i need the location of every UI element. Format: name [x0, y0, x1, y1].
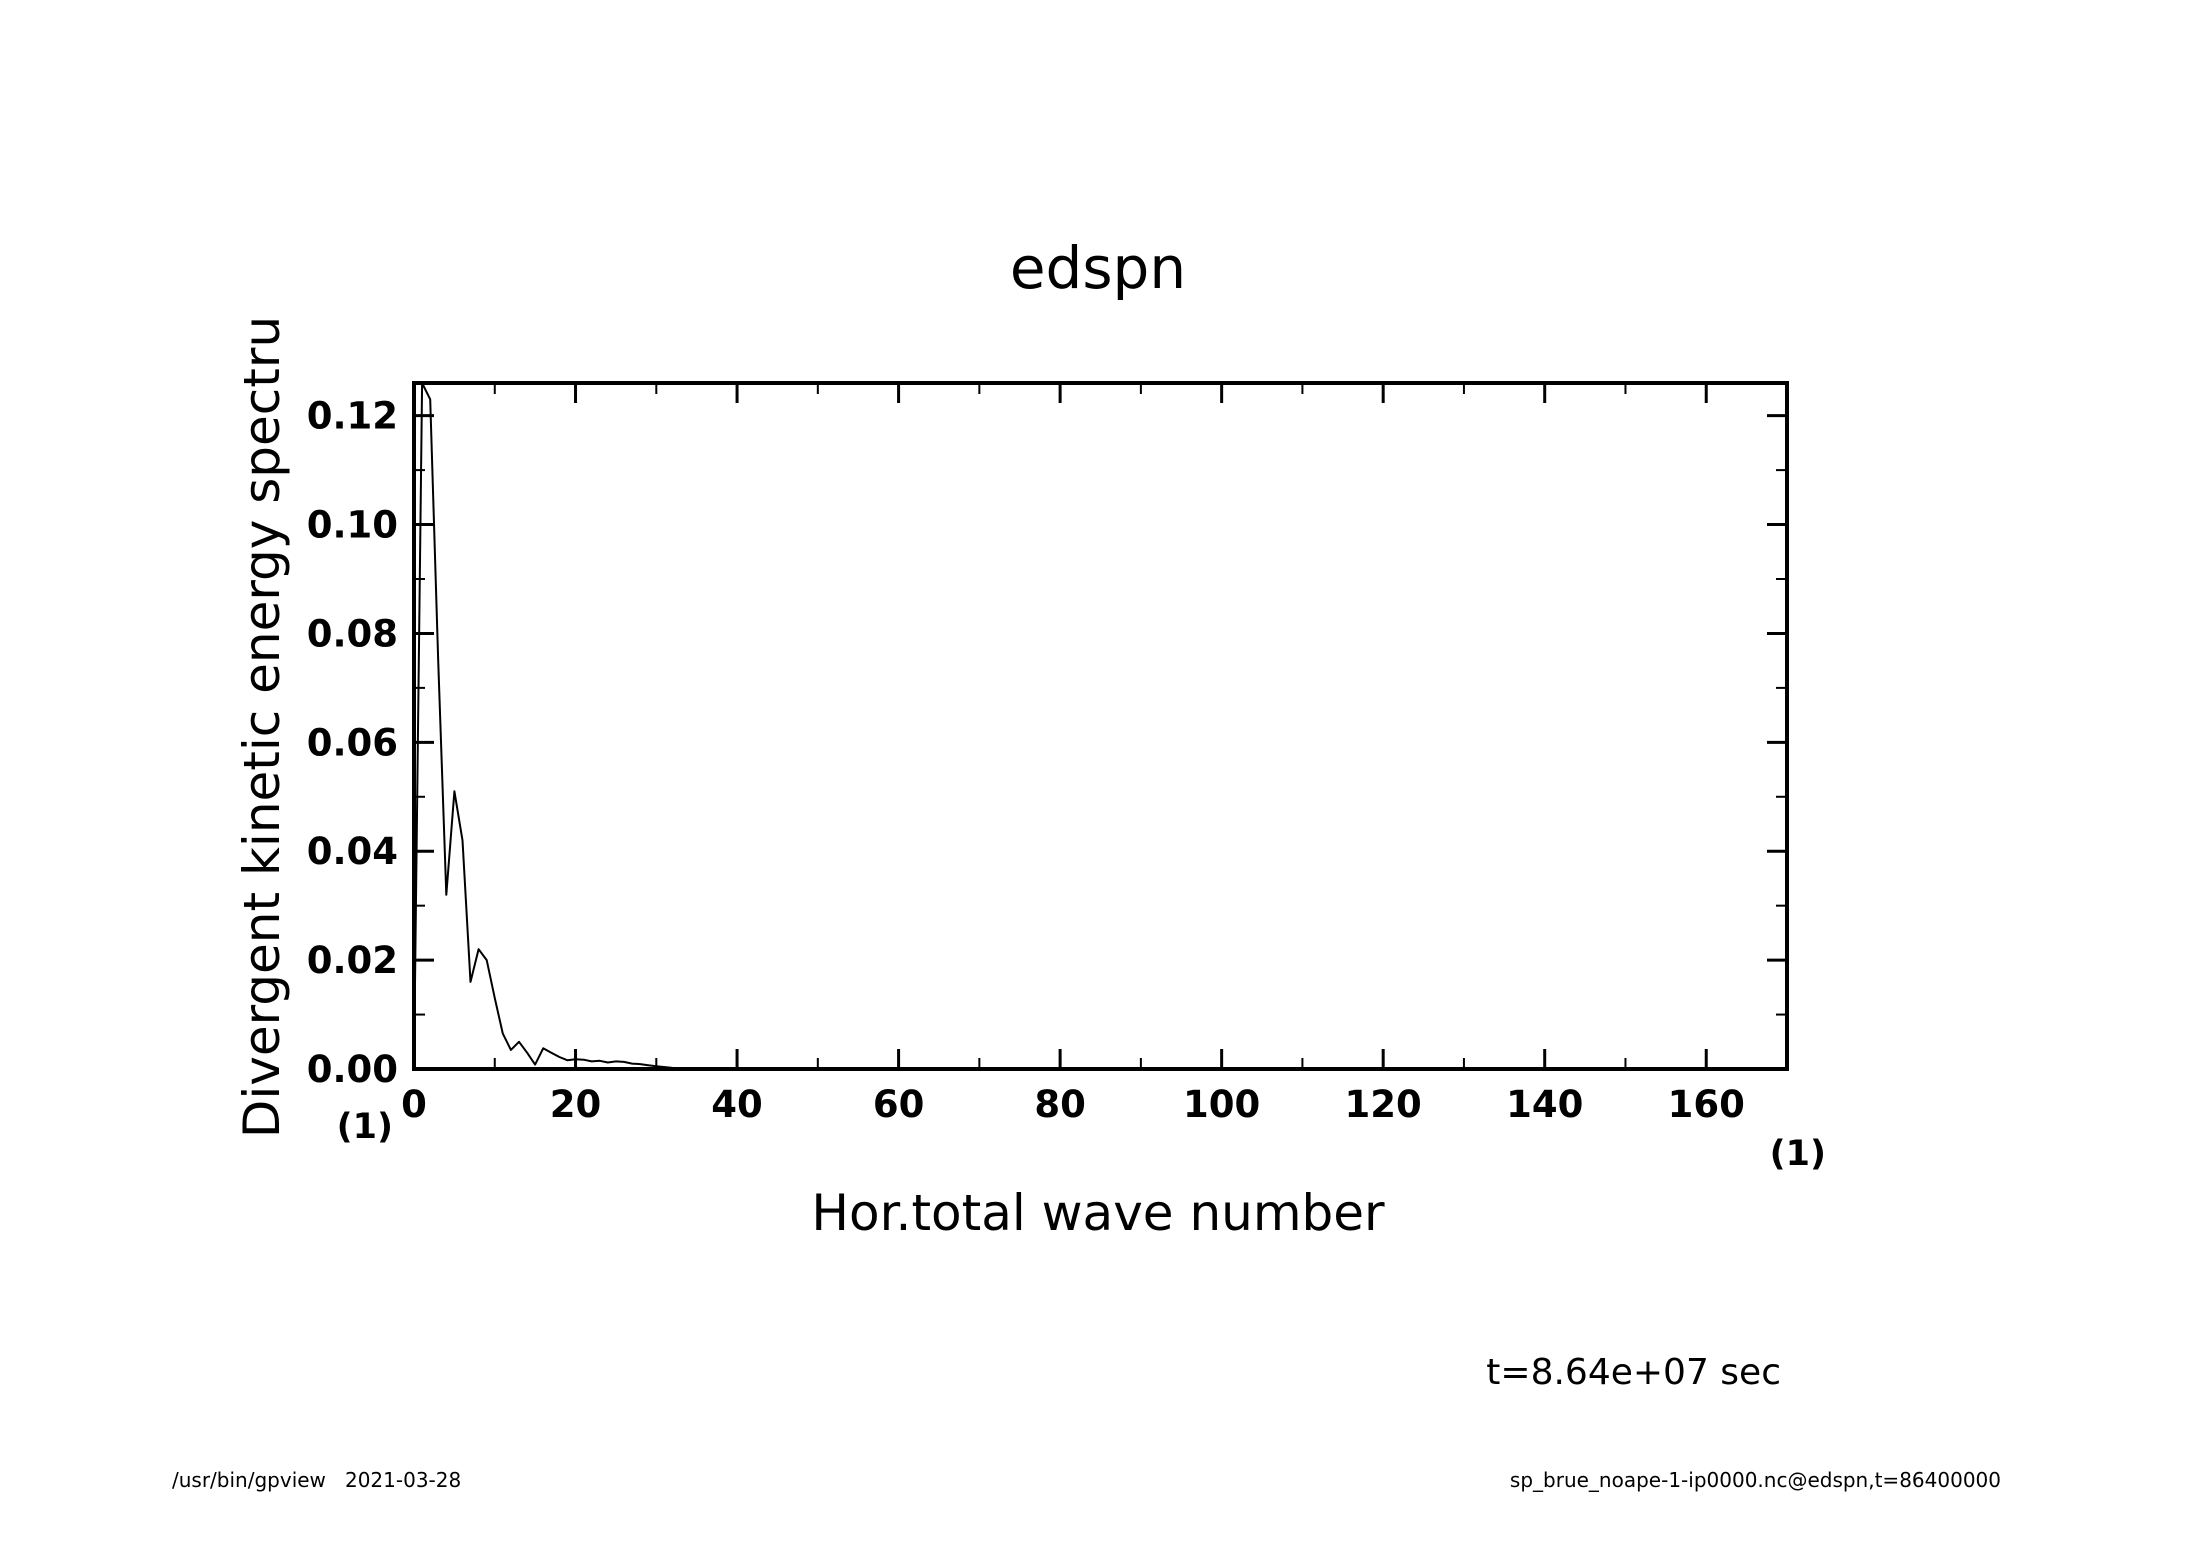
- y-tick-label: 0.06: [307, 721, 398, 764]
- series: [413, 382, 1787, 1070]
- x-tick-label: 0: [401, 1083, 427, 1126]
- axes: [412, 381, 1789, 1071]
- x-tick-label: 120: [1345, 1083, 1422, 1126]
- y-axis-label: Divergent kinetic energy spectru: [233, 316, 291, 1138]
- x-tick-label: 100: [1183, 1083, 1260, 1126]
- x-tick-label: 20: [550, 1083, 602, 1126]
- x-axis-label: Hor.total wave number: [811, 1184, 1385, 1242]
- y-tick-label: 0.12: [307, 395, 398, 438]
- y-tick-label: 0.04: [307, 830, 398, 873]
- series-line-0: [413, 382, 1787, 1070]
- x-tick-label: 80: [1034, 1083, 1086, 1126]
- footer-right: sp_brue_noape-1-ip0000.nc@edspn,t=864000…: [1510, 1468, 2001, 1492]
- x-unit-label: (1): [1770, 1134, 1826, 1174]
- y-unit-label: (1): [337, 1107, 393, 1147]
- y-tick-label: 0.00: [307, 1048, 398, 1091]
- x-tick-label: 40: [711, 1083, 763, 1126]
- y-tick-label: 0.08: [307, 612, 398, 655]
- x-tick-label: 60: [873, 1083, 925, 1126]
- x-tick-label: 140: [1506, 1083, 1583, 1126]
- y-tick-label: 0.02: [307, 939, 398, 982]
- y-tick-label: 0.10: [307, 504, 398, 547]
- time-label: t=8.64e+07 sec: [1486, 1352, 1781, 1393]
- x-tick-label: 160: [1668, 1083, 1745, 1126]
- chart-title: edspn: [1010, 234, 1186, 302]
- ticks: 0 20 40 60 80 100 120 140 160 0.00 0.02 0.04 0.06 0.0…: [307, 383, 1787, 1126]
- footer-left: /usr/bin/gpview 2021-03-28: [172, 1468, 461, 1492]
- plot-frame: [412, 381, 1789, 1071]
